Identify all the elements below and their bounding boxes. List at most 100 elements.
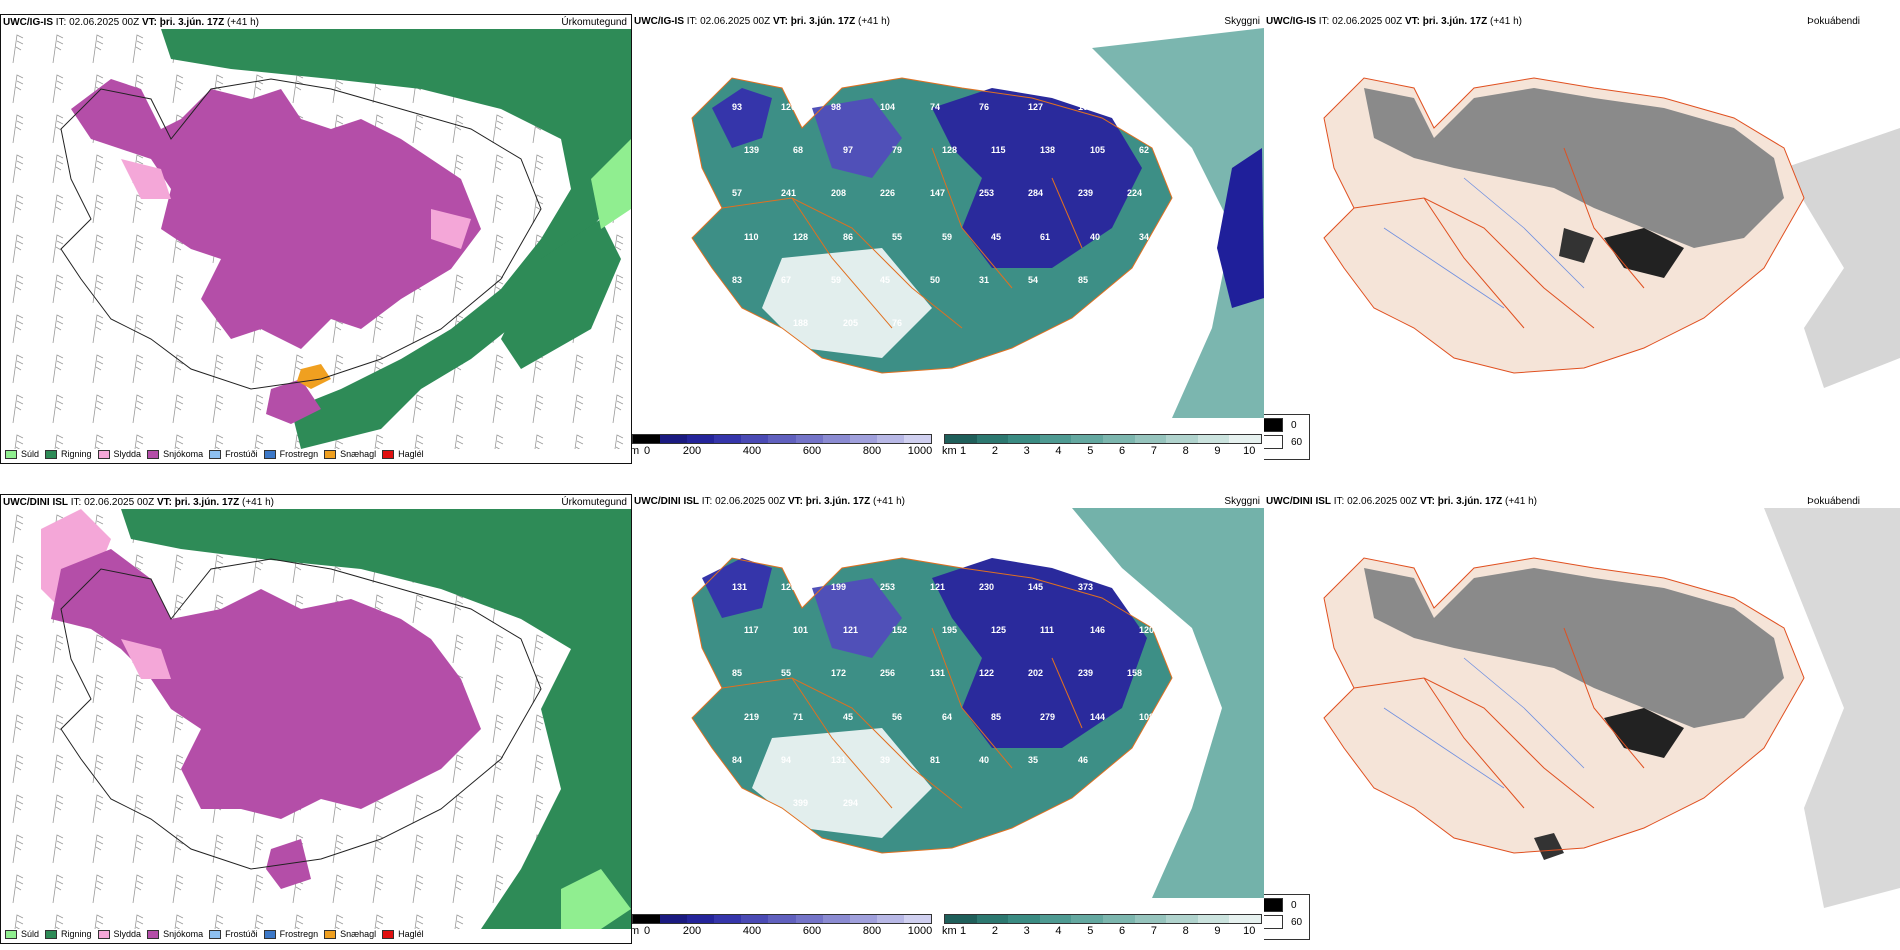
legend-item-haglel: Haglél [382,449,424,459]
ceiling-value-label: 55 [781,668,791,678]
ceiling-value-label: 74 [930,102,940,112]
fog-legend-row2: 0 60 [1264,894,1310,940]
ceiling-value-label: 31 [979,275,989,285]
legend-swatch [382,449,395,459]
precip-map-row2 [1,509,631,929]
visibility-ticks: km 1 2 3 4 5 6 7 8 9 10 [942,925,1256,937]
ceiling-value-label: 239 [1078,188,1093,198]
legend-item-frostudi: Frostúði [209,929,258,939]
ceiling-value-label: 104 [880,102,895,112]
fog-panel-row2: UWC/DINI ISL IT: 02.06.2025 00Z VT: þri.… [1264,494,1900,944]
ceiling-value-label: 101 [793,625,808,635]
legend-swatch [382,929,395,939]
ceiling-value-label: 219 [744,712,759,722]
legend-item-rigning: Rigning [45,449,92,459]
ceiling-value-label: 67 [781,275,791,285]
precip-title-row1: UWC/IG-IS IT: 02.06.2025 00Z VT: þri. 3.… [3,17,259,28]
visibility-map-row1: 93 126 98 104 74 76 127 105 131 139 68 97 79 128 115 13… [691,28,1264,418]
ceiling-value-label: 226 [880,188,895,198]
ceiling-value-label: 139 [744,145,759,155]
ceiling-value-label: 126 [781,102,796,112]
legend-item-slydda: Slydda [97,449,141,459]
precip-panel-name-row1: Úrkomutegund [561,17,627,28]
fog-legend-item: 0 [1264,415,1309,432]
precip-legend-row1: Súld Rigning Slydda Snjókoma Frostúði Fr… [5,447,424,461]
ceiling-value-label: 68 [793,145,803,155]
fog-legend-item: 60 [1264,432,1309,449]
fog-panel-name-row2: Þokuábendi [1807,496,1860,507]
legend-item-sudd: Súld [5,929,39,939]
ceiling-value-label: 93 [732,102,742,112]
ceiling-bar [632,914,932,924]
ceiling-value-label: 279 [1040,712,1055,722]
ceiling-value-label: 111 [1040,625,1054,635]
ceiling-value-label: 49 [1127,755,1137,765]
ceiling-value-label: 131 [930,668,945,678]
ceiling-value-label: 84 [732,755,742,765]
legend-swatch [97,449,110,459]
ceiling-value-label: 64 [942,712,952,722]
ceiling-value-label: 71 [793,712,803,722]
ceiling-value-label: 172 [831,668,846,678]
ceiling-value-label: 117 [744,625,759,635]
ceiling-value-label: 45 [843,712,853,722]
ceiling-ticks: m 0 200 400 600 800 1000 [632,445,933,457]
ceiling-value-label: 110 [744,232,759,242]
ceiling-value-label: 88 [1127,582,1137,592]
ceiling-value-label: 128 [793,232,808,242]
ceiling-value-label: 35 [1028,755,1038,765]
fog-title-row2: UWC/DINI ISL IT: 02.06.2025 00Z VT: þri.… [1266,496,1537,507]
ceiling-value-label: 208 [831,188,846,198]
legend-item-snjokoma: Snjókoma [147,929,203,939]
visibility-title-row1: UWC/IG-IS IT: 02.06.2025 00Z VT: þri. 3.… [634,16,890,27]
ceiling-value-label: 52 [744,798,754,808]
ceiling-value-label: 57 [732,188,742,198]
legend-swatch [324,449,337,459]
ceiling-value-label: 145 [1028,582,1043,592]
ceiling-value-label: 115 [991,145,1006,155]
ceiling-colorbar-row2: m 0 200 400 600 800 1000 [632,914,932,938]
ceiling-value-label: 147 [930,188,945,198]
legend-item-sudd: Súld [5,449,39,459]
visibility-title-row2: UWC/DINI ISL IT: 02.06.2025 00Z VT: þri.… [634,496,905,507]
ceiling-value-label: 239 [1078,668,1093,678]
ceiling-value-label: 127 [1028,102,1043,112]
fog-legend-item: 60 [1264,912,1309,929]
ceiling-ticks: m 0 200 400 600 800 1000 [632,925,933,937]
ceiling-colorbar-row1: m 0 200 400 600 800 1000 [632,434,932,458]
legend-swatch [209,449,222,459]
precip-legend-row2: Súld Rigning Slydda Snjókoma Frostúði Fr… [5,927,424,941]
ceiling-value-label: 253 [979,188,994,198]
ceiling-value-label: 55 [892,232,902,242]
ceiling-value-label: 45 [991,232,1001,242]
ceiling-value-label: 105 [1078,102,1093,112]
ceiling-value-label: 199 [831,582,846,592]
ceiling-value-label: 40 [979,755,989,765]
legend-swatch [147,929,160,939]
legend-swatch [97,929,110,939]
ceiling-value-label: 289 [1127,275,1142,285]
ceiling-value-label: 241 [781,188,796,198]
ceiling-value-label: 230 [979,582,994,592]
ceiling-value-label: 152 [892,625,907,635]
legend-item-slydda: Slydda [97,929,141,939]
ceiling-value-label: 121 [930,582,945,592]
ceiling-bar [632,434,932,444]
ceiling-value-label: 126 [781,582,796,592]
ceiling-value-label: 79 [892,145,902,155]
legend-item-frostregn: Frostregn [263,929,318,939]
ceiling-value-label: 76 [979,102,989,112]
ceiling-value-label: 85 [732,668,742,678]
ceiling-value-label: 125 [991,625,1006,635]
ceiling-value-label: 83 [732,275,742,285]
ceiling-value-label: 205 [843,318,858,328]
ceiling-value-label: 224 [1127,188,1142,198]
legend-item-snaehagl: Snæhagl [324,449,376,459]
ceiling-value-label: 131 [831,755,846,765]
ceiling-value-label: 46 [1078,755,1088,765]
ceiling-value-label: 188 [793,318,808,328]
legend-swatch [45,929,58,939]
legend-item-frostudi: Frostúði [209,449,258,459]
ceiling-value-label: 81 [930,755,940,765]
legend-swatch [263,929,276,939]
